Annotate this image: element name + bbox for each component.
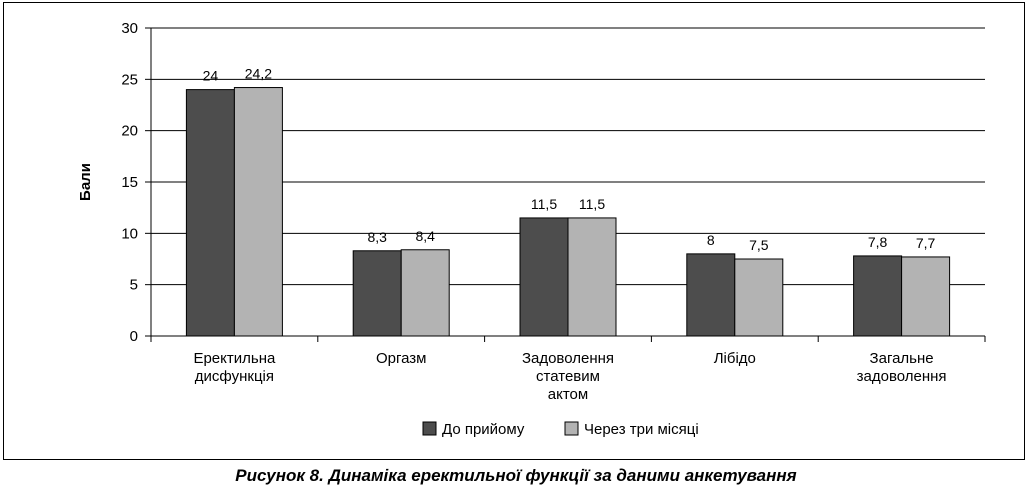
x-tick-label: статевим bbox=[536, 368, 600, 385]
bar bbox=[686, 253, 736, 337]
bar bbox=[352, 250, 402, 337]
bar bbox=[400, 249, 450, 337]
x-tick-label: Еректильна bbox=[193, 350, 276, 367]
legend-swatch bbox=[564, 421, 579, 436]
data-label: 11,5 bbox=[531, 196, 557, 212]
x-tick-label: актом bbox=[548, 386, 588, 403]
bar bbox=[901, 256, 951, 337]
x-tick-label: Оргазм bbox=[376, 350, 427, 367]
bar bbox=[185, 89, 235, 337]
data-label: 7,5 bbox=[749, 237, 769, 253]
x-tick-label: задоволення bbox=[857, 368, 947, 385]
y-tick-label: 0 bbox=[130, 328, 138, 345]
legend-label: Через три місяці bbox=[584, 421, 699, 438]
legend-swatch bbox=[422, 421, 437, 436]
data-label: 7,7 bbox=[916, 235, 936, 251]
x-tick-label: дисфункція bbox=[195, 368, 274, 385]
figure-caption: Рисунок 8. Динаміка еректильної функції … bbox=[235, 466, 797, 485]
data-label: 8 bbox=[707, 232, 715, 248]
x-tick-label: Загальне bbox=[870, 350, 934, 367]
bar-chart: 0 5 10 15 20 25 30 Бали 24 24,2 Еректильнадисфункц… bbox=[77, 20, 986, 438]
bar bbox=[734, 258, 784, 337]
legend-label: До прийому bbox=[442, 421, 525, 438]
y-tick-label: 10 bbox=[121, 225, 138, 242]
x-tick-label: Лібідо bbox=[714, 350, 756, 367]
data-label: 24 bbox=[203, 68, 219, 84]
y-tick-label: 30 bbox=[121, 20, 138, 37]
bar bbox=[233, 87, 283, 337]
bar bbox=[519, 217, 569, 337]
bar bbox=[853, 255, 903, 337]
bar bbox=[567, 217, 617, 337]
y-tick-label: 5 bbox=[130, 277, 138, 294]
y-axis-title: Бали bbox=[77, 163, 94, 201]
y-tick-label: 25 bbox=[121, 71, 138, 88]
y-tick-label: 20 bbox=[121, 123, 138, 140]
chart-frame bbox=[3, 2, 1025, 460]
data-label: 11,5 bbox=[579, 196, 605, 212]
data-label: 8,3 bbox=[367, 229, 387, 245]
data-label: 24,2 bbox=[245, 66, 272, 82]
y-tick-label: 15 bbox=[121, 174, 138, 191]
data-label: 7,8 bbox=[868, 234, 888, 250]
x-tick-label: Задоволення bbox=[522, 350, 614, 367]
data-label: 8,4 bbox=[415, 228, 435, 244]
